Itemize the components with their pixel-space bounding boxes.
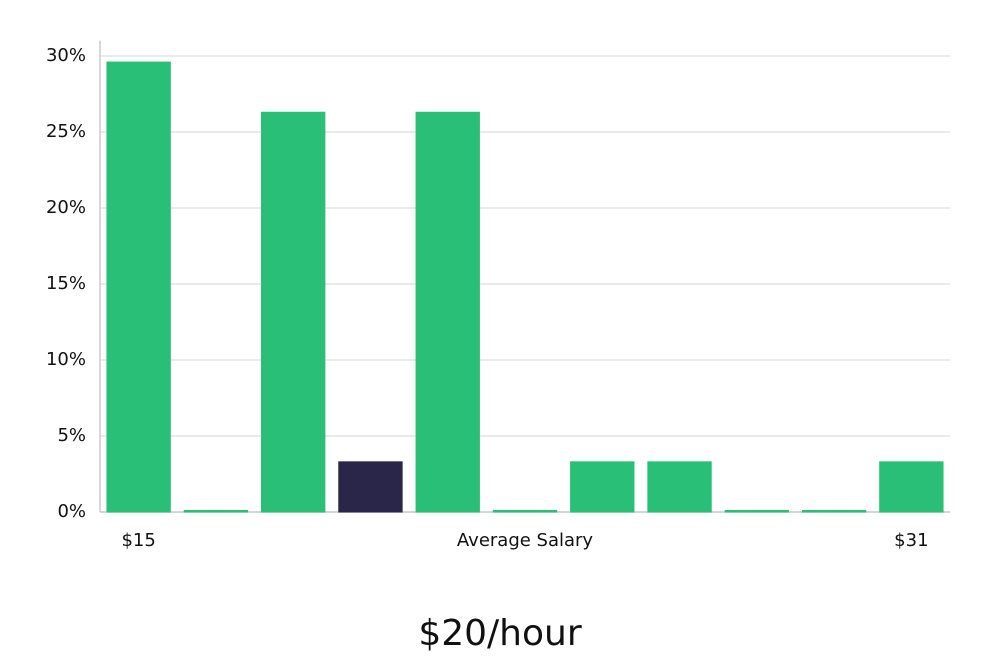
- bar: [415, 111, 480, 513]
- bar: [183, 510, 249, 513]
- bar: [647, 461, 712, 513]
- y-tick-label: 30%: [46, 45, 86, 66]
- bar: [570, 461, 635, 513]
- bar: [879, 461, 944, 513]
- x-axis-label: Average Salary: [457, 530, 594, 551]
- y-tick-label: 20%: [46, 197, 86, 218]
- bar: [338, 461, 403, 513]
- bar: [106, 61, 171, 513]
- x-tick-label: $31: [894, 530, 928, 551]
- y-tick-label: 25%: [46, 121, 86, 142]
- bar: [801, 510, 867, 513]
- y-tick-label: 10%: [46, 349, 86, 370]
- y-tick-label: 15%: [46, 273, 86, 294]
- chart-title: $20/hour: [418, 613, 582, 654]
- bar: [492, 510, 558, 513]
- y-tick-label: 5%: [57, 425, 86, 446]
- bar: [724, 510, 789, 513]
- bar: [261, 111, 326, 513]
- x-tick-label: $15: [121, 530, 155, 551]
- y-tick-label: 0%: [57, 501, 86, 522]
